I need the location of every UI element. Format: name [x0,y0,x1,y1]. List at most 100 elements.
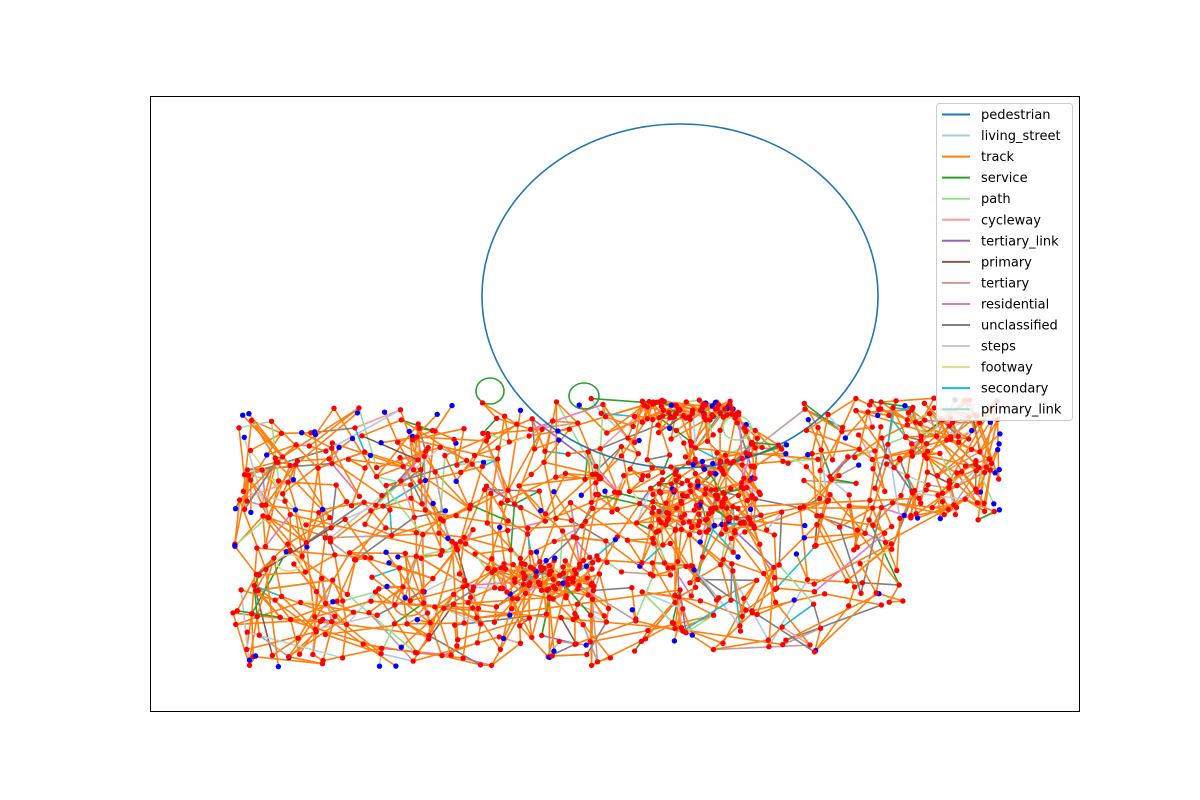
node-intersection [404,621,410,627]
node-intersection [688,439,695,445]
node-intersection [603,538,609,544]
node-intersection [872,485,878,491]
edge-tertiary [329,540,356,561]
node-intersection [681,440,687,446]
node-intersection [437,444,443,450]
node-endpoint [395,554,401,560]
node-intersection [953,504,960,511]
node-intersection [720,500,726,507]
node-intersection [432,604,438,610]
edge-secondary [389,509,393,537]
node-endpoint [445,535,451,541]
edge-track [602,403,629,439]
node-intersection [516,483,522,489]
node-intersection [811,581,817,587]
node-intersection [946,423,952,429]
node-intersection [690,407,696,413]
node-endpoint [701,466,707,472]
node-intersection [496,634,502,640]
edge-track [562,566,595,587]
edge-steps [613,468,631,493]
node-intersection [504,497,511,504]
edge-track [406,622,430,640]
node-intersection [814,513,820,519]
node-intersection [717,427,723,433]
edge-track [317,451,366,469]
node-intersection [356,405,362,411]
node-endpoint [793,551,800,557]
edge-steps [590,481,597,504]
edge-track [306,467,319,548]
edge-track [540,569,548,615]
node-intersection [556,638,562,645]
node-intersection [801,504,807,510]
edge-track [487,417,534,438]
node-intersection [322,535,328,541]
node-intersection [956,439,962,445]
edge-track [265,460,299,506]
node-intersection [679,480,685,487]
edge-service [469,504,509,522]
edge-track [280,431,312,435]
node-intersection [327,515,333,521]
node-endpoint [937,515,943,522]
edge-track [553,490,573,522]
node-intersection [741,475,747,481]
node-intersection [584,651,590,658]
edge-track [490,492,509,522]
node-intersection [780,458,786,464]
node-endpoint [875,412,881,419]
node-endpoint [336,444,342,451]
legend-label-residential: residential [981,297,1049,312]
edge-living_street [443,607,482,625]
node-intersection [913,511,919,517]
edge-track [368,586,404,614]
node-intersection [584,575,590,581]
edge-track [555,501,572,520]
node-intersection [749,608,755,614]
edge-track [234,601,302,626]
node-intersection [872,448,878,454]
node-intersection [656,508,662,515]
node-endpoint [383,549,389,555]
edge-track [773,576,816,585]
edge-track [411,438,499,460]
edge-track [305,524,332,529]
edge-track [816,514,856,588]
node-endpoint [430,500,436,507]
node-intersection [478,621,484,627]
node-intersection [695,576,701,583]
edge-track [604,540,608,564]
node-intersection [977,449,983,455]
node-intersection [910,490,916,496]
edge-service [750,441,780,446]
node-intersection [976,465,982,471]
edge-living_street [590,397,603,415]
edge-track [400,419,473,466]
edge-track [589,629,649,643]
node-intersection [287,511,293,518]
edge-secondary [371,567,401,579]
node-intersection [539,632,545,639]
node-endpoint [578,492,584,498]
node-intersection [521,575,527,582]
node-intersection [588,662,595,669]
node-endpoint [583,642,589,648]
node-intersection [420,531,426,538]
edge-tertiary [838,464,860,477]
edge-path [606,561,623,573]
node-intersection [827,492,833,498]
edge-primary_link [345,591,377,626]
node-intersection [954,470,960,476]
node-intersection [859,580,866,586]
node-intersection [759,444,765,451]
node-endpoint [517,407,524,413]
edge-track [236,573,258,612]
node-intersection [737,623,743,629]
edge-track [551,653,588,657]
edge-track [539,517,557,563]
node-intersection [502,566,509,572]
node-intersection [356,493,363,500]
edge-track [677,596,694,636]
node-intersection [739,462,745,468]
